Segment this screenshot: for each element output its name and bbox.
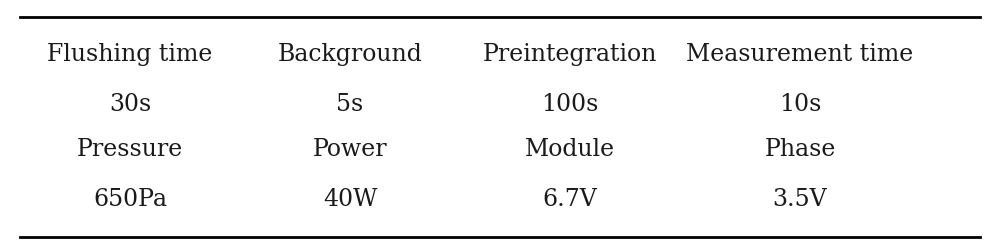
- Text: Flushing time: Flushing time: [47, 43, 213, 66]
- Text: Preintegration: Preintegration: [483, 43, 657, 66]
- Text: 650Pa: 650Pa: [93, 188, 167, 211]
- Text: Power: Power: [313, 138, 387, 161]
- Text: Background: Background: [278, 43, 422, 66]
- Text: 10s: 10s: [779, 93, 821, 116]
- Text: 5s: 5s: [336, 93, 364, 116]
- Text: Pressure: Pressure: [77, 138, 183, 161]
- Text: 40W: 40W: [323, 188, 377, 211]
- Text: 100s: 100s: [541, 93, 599, 116]
- Text: 30s: 30s: [109, 93, 151, 116]
- Text: 6.7V: 6.7V: [543, 188, 597, 211]
- Text: Measurement time: Measurement time: [686, 43, 914, 66]
- Text: Module: Module: [525, 138, 615, 161]
- Text: 3.5V: 3.5V: [773, 188, 827, 211]
- Text: Phase: Phase: [764, 138, 836, 161]
